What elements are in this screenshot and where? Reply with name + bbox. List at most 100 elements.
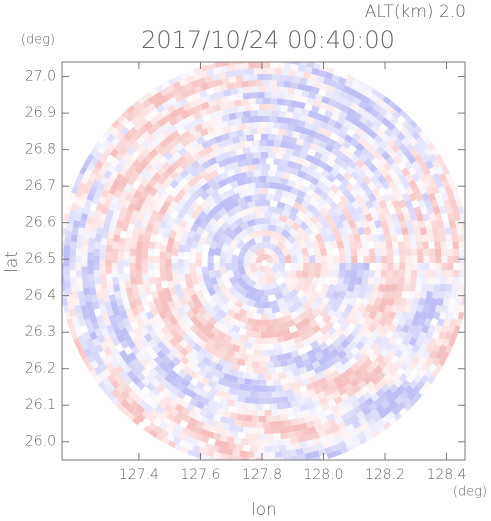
radar-cell	[105, 362, 115, 372]
radar-cell	[171, 223, 180, 232]
radar-cell	[210, 326, 220, 336]
radar-cell	[332, 87, 342, 96]
radar-cell	[262, 457, 270, 460]
radar-cell	[217, 358, 227, 367]
radar-cell	[249, 373, 258, 380]
radar-cell	[308, 319, 319, 329]
radar-cell	[359, 233, 368, 243]
radar-cell	[193, 432, 203, 441]
radar-cell	[255, 403, 263, 410]
radar-cell	[174, 333, 184, 344]
radar-cell	[295, 448, 304, 456]
radar-cell	[97, 334, 106, 344]
radar-cell	[94, 189, 103, 199]
radar-cell	[266, 433, 274, 440]
radar-cell	[86, 324, 95, 334]
radar-cell	[332, 107, 342, 116]
radar-cell	[452, 277, 459, 285]
radar-cell	[445, 311, 453, 320]
radar-cell	[378, 123, 388, 133]
radar-cell	[238, 190, 248, 199]
radar-cell	[200, 82, 210, 91]
radar-cell	[207, 255, 214, 263]
radar-cell	[187, 216, 196, 227]
radar-cell	[70, 202, 79, 212]
radar-cell	[152, 172, 162, 182]
radar-cell	[255, 421, 263, 428]
radar-cell	[252, 294, 262, 302]
x-tick-label: 127.8	[242, 467, 282, 483]
radar-cell	[309, 73, 318, 82]
radar-cell	[112, 277, 119, 285]
radar-cell	[204, 165, 214, 175]
radar-cell	[259, 103, 267, 111]
radar-cell	[297, 83, 306, 91]
radar-cell	[230, 393, 239, 402]
radar-cell	[221, 422, 230, 431]
y-tick-label: 26.3	[25, 324, 56, 340]
radar-cell	[298, 276, 307, 287]
radar-cell	[273, 245, 284, 256]
radar-cell	[63, 259, 70, 267]
radar-cell	[418, 173, 428, 183]
radar-cell	[327, 98, 337, 107]
radar-cell	[339, 194, 349, 205]
radar-cell	[292, 387, 301, 395]
radar-cell	[187, 287, 197, 297]
radar-cell	[153, 313, 163, 323]
radar-cell	[147, 413, 157, 423]
radar-cell	[294, 107, 303, 115]
radar-cell	[81, 252, 88, 260]
radar-cell	[367, 297, 376, 307]
radar-cell	[342, 85, 352, 94]
radar-cell	[381, 323, 391, 333]
radar-cell	[177, 85, 187, 94]
radar-cell	[271, 128, 280, 135]
radar-cell	[321, 402, 330, 411]
radar-cell	[169, 370, 179, 380]
radar-cell	[266, 325, 274, 332]
radar-cell	[337, 183, 347, 193]
radar-cell	[354, 310, 364, 320]
radar-cell	[177, 209, 187, 220]
radar-cell	[189, 255, 196, 263]
radar-cell	[264, 445, 272, 453]
radar-cell	[403, 304, 412, 313]
radar-cell	[91, 195, 100, 205]
radar-cell	[166, 433, 176, 442]
radar-cell	[310, 393, 320, 402]
radar-cell	[344, 290, 353, 300]
radar-cell	[76, 311, 84, 320]
radar-cell	[266, 194, 274, 201]
radar-cell	[440, 241, 447, 249]
radar-cell	[338, 226, 347, 236]
radar-cell	[181, 203, 191, 213]
radar-cell	[126, 146, 136, 156]
altitude-label: ALT(km) 2.0	[365, 2, 466, 22]
radar-cell	[305, 116, 315, 125]
radar-cell	[126, 105, 136, 114]
radar-cell	[213, 321, 223, 331]
radar-cell	[281, 171, 291, 180]
radar-cell	[278, 234, 288, 244]
radar-cell	[292, 131, 301, 139]
radar-cell	[268, 68, 276, 75]
radar-cell	[296, 210, 306, 220]
radar-cell	[255, 116, 263, 123]
radar-cell	[309, 444, 318, 453]
radar-cell	[252, 312, 261, 320]
radar-cell	[151, 386, 161, 396]
radar-cell	[414, 362, 424, 372]
radar-cell	[221, 95, 230, 104]
radar-cell	[201, 377, 211, 386]
radar-cell	[284, 217, 295, 227]
radar-cell	[146, 134, 156, 144]
radar-cell	[444, 290, 452, 299]
radar-cell	[253, 236, 263, 244]
radar-cell	[434, 192, 443, 202]
radar-cell	[333, 121, 343, 130]
radar-cell	[140, 189, 150, 200]
radar-cell	[380, 117, 391, 127]
radar-cell	[67, 301, 75, 310]
radar-cell	[302, 358, 312, 367]
